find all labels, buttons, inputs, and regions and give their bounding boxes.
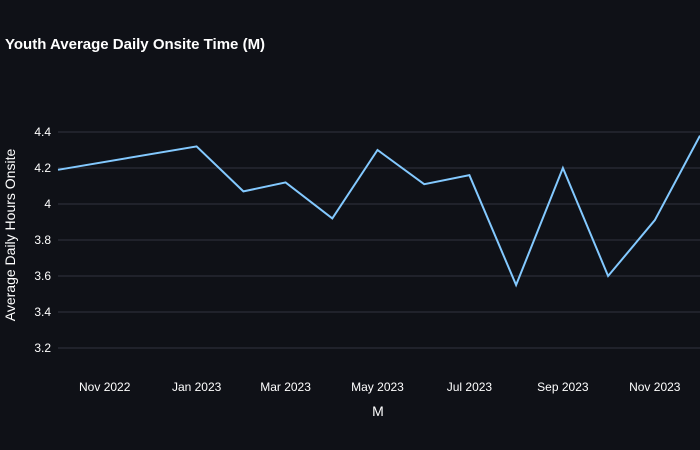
gridlines (58, 131, 700, 349)
x-tick-label: Mar 2023 (260, 380, 311, 394)
y-axis-ticks: 3.2 3.4 3.6 3.8 4 4.2 4.4 (34, 125, 51, 355)
y-tick-label: 4 (44, 197, 51, 211)
y-tick-label: 3.4 (34, 305, 51, 319)
x-tick-label: Nov 2023 (629, 380, 681, 394)
y-tick-label: 4.2 (34, 161, 51, 175)
y-tick-label: 4.4 (34, 125, 51, 139)
x-axis-title: M (372, 403, 384, 419)
x-tick-label: Nov 2022 (79, 380, 131, 394)
y-axis-title: Average Daily Hours Onsite (2, 149, 18, 322)
y-tick-label: 3.8 (34, 233, 51, 247)
x-tick-label: May 2023 (351, 380, 404, 394)
y-tick-label: 3.2 (34, 341, 51, 355)
x-axis-ticks: Nov 2022 Jan 2023 Mar 2023 May 2023 Jul 2023… (79, 380, 681, 394)
series-line[interactable] (57, 135, 700, 288)
x-tick-label: Jul 2023 (447, 380, 493, 394)
x-tick-label: Jan 2023 (172, 380, 222, 394)
chart-title: Youth Average Daily Onsite Time (M) (5, 36, 266, 53)
y-tick-label: 3.6 (34, 269, 51, 283)
x-tick-label: Sep 2023 (537, 380, 589, 394)
